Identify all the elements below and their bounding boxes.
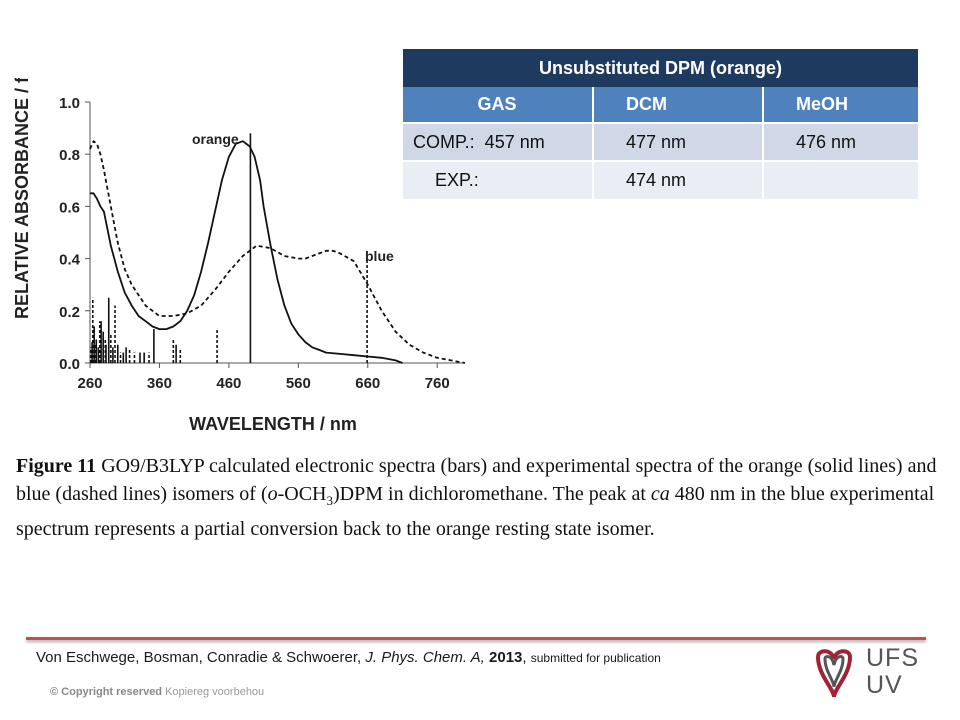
cell-comp-gas: COMP.: 457 nm <box>403 122 594 161</box>
results-table: Unsubstituted DPM (orange) GAS DCM MeOH … <box>403 49 918 199</box>
figure-label: Figure 11 <box>16 455 97 477</box>
cell-comp-meoh: 476 nm <box>763 122 918 161</box>
spectra-chart: 0.0 0.2 0.4 0.6 0.8 1.0 260 360 460 560 660 760 REL… <box>12 78 466 434</box>
table-title-row: Unsubstituted DPM (orange) <box>403 49 918 87</box>
chart-lines <box>89 140 466 364</box>
caption-sub-3: 3 <box>326 493 334 508</box>
table-row-exp: EXP.: 474 nm <box>403 160 918 199</box>
table-title: Unsubstituted DPM (orange) <box>403 49 918 87</box>
ufs-logo-icon <box>815 649 853 698</box>
x-tick-label: 360 <box>147 375 172 392</box>
cell-exp-dcm: 474 nm <box>593 160 764 199</box>
col-header-dcm: DCM <box>593 87 764 123</box>
x-axis-label: WAVELENGTH / nm <box>189 414 357 434</box>
x-tick-label: 560 <box>286 375 311 392</box>
annotation-blue: blue <box>365 248 394 264</box>
footer-divider <box>26 637 926 640</box>
citation-authors: Von Eschwege, Bosman, Conradie & Schwoer… <box>36 649 362 666</box>
copyright-notice: © Copyright reserved Kopiereg voorbehou <box>50 686 264 698</box>
copyright-rest: Kopiereg voorbehou <box>165 686 265 698</box>
citation-status: submitted for publication <box>530 651 661 665</box>
x-tick-label: 760 <box>425 375 450 392</box>
caption-och: -OCH <box>277 483 327 505</box>
caption-text-1: GO9/B3LYP calculated electronic spectra … <box>16 455 937 505</box>
cell-comp-dcm: 477 nm <box>593 122 764 161</box>
citation: Von Eschwege, Bosman, Conradie & Schwoer… <box>36 649 661 666</box>
y-tick-label: 0.4 <box>59 252 81 269</box>
caption-ca-italic: ca <box>650 483 670 505</box>
col-header-gas: GAS <box>403 87 594 123</box>
logo-line-1: UFS <box>866 644 919 672</box>
caption-text-2: )DPM in dichloromethane. The peak at <box>333 483 651 505</box>
x-tick-label: 260 <box>77 375 102 392</box>
annotation-orange: orange <box>192 131 239 147</box>
caption-text-3: 480 nm in the blue experimental spectrum… <box>16 483 935 540</box>
chart-bars <box>89 133 368 363</box>
cell-exp-meoh <box>763 160 918 199</box>
y-tick-label: 0.8 <box>59 147 80 164</box>
figure-caption: Figure 11 GO9/B3LYP calculated electroni… <box>16 452 956 543</box>
y-tick-label: 0.6 <box>59 199 80 216</box>
series-line-blue <box>89 140 466 364</box>
logo-text: UFS UV <box>866 645 919 699</box>
copyright-bold: © Copyright reserved <box>50 686 163 698</box>
y-tick-label: 0.2 <box>59 304 80 321</box>
y-tick-label: 0.0 <box>59 356 80 373</box>
citation-year: 2013 <box>489 649 523 666</box>
x-tick-label: 460 <box>216 375 241 392</box>
caption-o-italic: o <box>267 483 278 505</box>
x-tick-label: 660 <box>355 375 380 392</box>
chart-axes: 0.0 0.2 0.4 0.6 0.8 1.0 260 360 460 560 660 760 <box>59 95 465 392</box>
col-header-meoh: MeOH <box>763 87 918 123</box>
table-row-comp: COMP.: 457 nm 477 nm 476 nm <box>403 122 918 161</box>
y-axis-label: RELATIVE ABSORBANCE / f <box>12 78 32 319</box>
citation-journal: J. Phys. Chem. A, <box>365 649 485 666</box>
cell-exp-gas: EXP.: <box>403 160 594 199</box>
y-tick-label: 1.0 <box>59 95 80 112</box>
logo-line-2: UV <box>866 671 903 699</box>
series-line-orange <box>90 140 403 364</box>
table-header-row: GAS DCM MeOH <box>403 87 918 123</box>
